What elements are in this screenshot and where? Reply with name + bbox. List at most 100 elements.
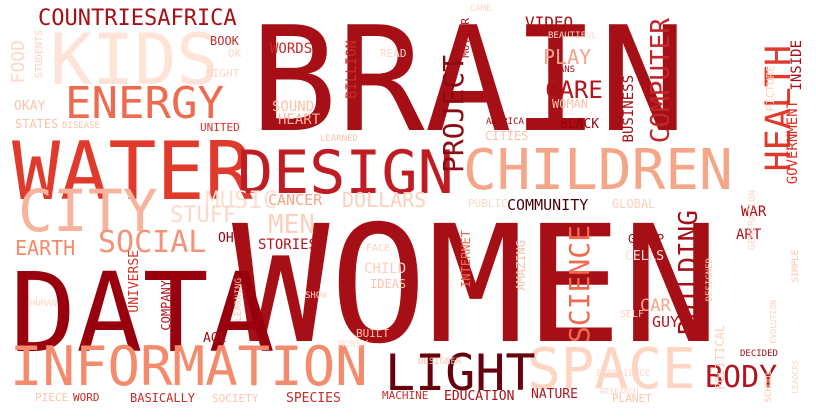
word-data: DATA [10, 249, 275, 377]
word-city: CITY [18, 177, 158, 245]
word-ok: OK [228, 47, 242, 60]
word-species: SPECIES [286, 391, 341, 406]
word-nature: NATURE [531, 387, 578, 402]
word-ideas: IDEAS [370, 277, 407, 291]
word-child: CHILD [364, 261, 407, 277]
word-means: MEANS [548, 65, 576, 75]
word-men: MEN [268, 210, 315, 240]
word-energy: ENERGY [65, 78, 224, 129]
word-read: READ [380, 47, 407, 60]
word-came: CAME [470, 4, 492, 14]
word-evolution: EVOLUTION [769, 300, 778, 344]
word-video: VIDEO [525, 13, 574, 32]
word-public: PUBLIC [468, 197, 508, 210]
word-stuff: STUFF [170, 203, 237, 228]
word-light: LIGHT [385, 344, 536, 402]
word-word: WORD [73, 391, 100, 404]
word-face: FACE [366, 243, 391, 254]
word-built: BUILT [356, 327, 390, 340]
word-cancer: CANCER [268, 191, 323, 209]
word-play: PLAY [543, 45, 592, 69]
word-war: WAR [741, 204, 767, 220]
word-earth: EARTH [15, 236, 76, 260]
word-united: UNITED [200, 121, 240, 134]
word-leaders: LEADERS [791, 360, 800, 394]
word-society: SOCIETY [212, 392, 259, 405]
word-information: INFORMATION [10, 335, 368, 398]
word-stories: STORIES [258, 237, 318, 253]
word-amazing: AMAZING [514, 240, 528, 291]
word-women: WOMEN [232, 192, 720, 380]
word-black: BLACK [560, 117, 600, 132]
word-beautiful: BEAUTIFUL [548, 31, 597, 41]
word-universe: UNIVERSE [127, 250, 142, 313]
word-business: BUSINESS [621, 75, 637, 143]
word-inside: INSIDE [789, 40, 805, 91]
word-group: GROUP [628, 232, 665, 246]
word-learning: LEARNING [234, 278, 244, 322]
word-america: AMERICA [486, 117, 524, 127]
word-company: COMPANY [159, 280, 173, 331]
word-food: FOOD [8, 40, 29, 84]
word-show: SHOW [305, 291, 327, 301]
word-political: POLITICAL [713, 325, 727, 391]
word-simple: SIMPLE [791, 250, 801, 283]
word-cells: CELLS [625, 249, 665, 264]
word-decided: DECIDED [740, 349, 778, 359]
word-car: CAR [640, 296, 671, 316]
word-learned: LEARNED [320, 134, 358, 144]
word-machine: MACHINE [382, 389, 429, 402]
word-book: BOOK [210, 34, 239, 48]
word-kids: KIDS [50, 19, 219, 101]
word-design: DESIGN [237, 138, 454, 208]
word-art: ART [736, 227, 762, 243]
word-music: MUSIC [205, 186, 278, 214]
word-education: EDUCATION [444, 389, 515, 404]
word-sound: SOUND [272, 99, 315, 115]
word-mother: MOTHER [459, 18, 472, 58]
word-night: NIGHT [206, 67, 240, 80]
word-woman: WOMAN [552, 97, 589, 111]
word-government: GOVERNMENT [785, 100, 801, 185]
word-students: STUDENTS [34, 30, 45, 79]
word-self: SELF [620, 309, 645, 320]
word-disease: DISEASE [62, 121, 100, 131]
word-care: CARE [545, 76, 603, 104]
word-brain: BRAIN [250, 0, 687, 165]
word-countriesafrica: COUNTRIESAFRICA [38, 6, 237, 31]
word-experience: EXPERIENCE [596, 369, 651, 379]
word-social: SOCIAL [98, 225, 207, 260]
word-research: RESEARCH [600, 387, 639, 396]
word-internet: INTERNET [459, 230, 473, 288]
word-space: SPACE [527, 337, 696, 402]
word-project: PROJECT [437, 55, 470, 174]
word-dollars: DOLLARS [342, 188, 427, 212]
word-states: STATES [15, 117, 59, 131]
word-generation: GENERATION [747, 190, 758, 251]
word-basically: BASICALLY [130, 391, 196, 405]
word-designed: DESIGNED [705, 258, 715, 302]
word-oh: OH [218, 231, 234, 246]
word-words: WORDS [270, 41, 313, 57]
word-human: HUMAN [30, 299, 58, 309]
word-planet: PLANET [612, 392, 652, 405]
word-water: WATER [12, 125, 253, 218]
word-global: GLOBAL [612, 197, 656, 211]
word-okay: OKAY [14, 99, 46, 114]
word-piece: PIECE [35, 391, 69, 404]
word-designer: DESIGNER [418, 357, 462, 367]
word-school: SCHOOL [764, 370, 774, 403]
word-cities: CITIES [485, 129, 529, 143]
word-age: AGE [203, 331, 227, 346]
word-computer: COMPUTER [646, 18, 676, 144]
word-community: COMMUNITY [507, 196, 589, 214]
word-guy: GUY [652, 313, 680, 331]
word-building: BUILDING [674, 210, 704, 336]
word-picture: PICTURE [764, 65, 777, 112]
word-heart: HEART [278, 112, 321, 128]
word-money: MONEY [338, 339, 369, 350]
word-children: CHILDREN [463, 138, 733, 203]
word-billion: BILLION [344, 40, 360, 100]
word-science: SCIENCE [563, 225, 596, 344]
